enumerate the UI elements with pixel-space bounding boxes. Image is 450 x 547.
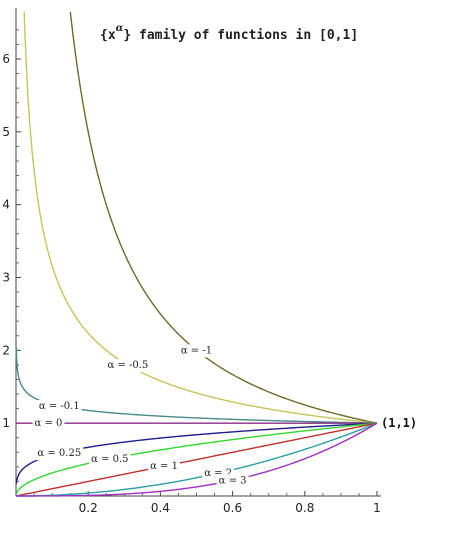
series-label: α = 0.5 xyxy=(91,454,128,465)
series-label-background xyxy=(148,460,180,474)
series-label-background xyxy=(178,344,215,358)
y-tick-label: 5 xyxy=(2,125,10,139)
y-tick-label: 4 xyxy=(2,198,10,212)
series-line xyxy=(15,347,378,424)
series-line xyxy=(23,11,378,424)
y-tick-label: 3 xyxy=(2,270,10,284)
series-label: α = 0.25 xyxy=(37,448,81,459)
series-line xyxy=(15,422,378,484)
y-tick-label: 6 xyxy=(2,52,10,66)
series-label: α = 2 xyxy=(204,468,232,479)
x-tick-label: 0.4 xyxy=(151,501,170,515)
series-label-background xyxy=(32,417,65,431)
series-label-background xyxy=(105,359,151,373)
series-label-background xyxy=(35,447,84,461)
series-label: α = -0.5 xyxy=(108,360,149,371)
ticks: 0.2 0.4 0.6 0.8 1 1 2 3 4 5 6 xyxy=(2,29,381,515)
x-tick-label: 0.8 xyxy=(295,501,314,515)
series-label: α = 0 xyxy=(35,418,63,429)
x-tick-label: 0.2 xyxy=(79,501,98,515)
y-tick-label: 2 xyxy=(2,343,10,357)
chart-title: {xα} family of functions in [0,1] xyxy=(100,23,358,43)
series-label: α = 3 xyxy=(219,475,247,486)
y-tick-label: 1 xyxy=(2,416,10,430)
series-label: α = 1 xyxy=(150,461,178,472)
series-label-background xyxy=(89,452,131,466)
x-tick-label: 0.6 xyxy=(223,501,242,515)
series-labels: α = -1 α = -0.5 α = -0.1 α = 0 α = 0.25 α = 0… xyxy=(32,344,249,488)
series-label-background xyxy=(216,474,249,488)
series-line xyxy=(16,422,378,497)
series-line xyxy=(15,422,378,495)
series-line xyxy=(16,422,378,497)
point-annotation-label: (1,1) xyxy=(381,416,417,430)
series-line xyxy=(69,11,378,424)
x-tick-label: 1 xyxy=(373,501,381,515)
series-label: α = -1 xyxy=(181,345,212,356)
curves xyxy=(15,11,378,497)
series-label: α = -0.1 xyxy=(39,401,80,412)
series-label-background xyxy=(36,399,82,413)
